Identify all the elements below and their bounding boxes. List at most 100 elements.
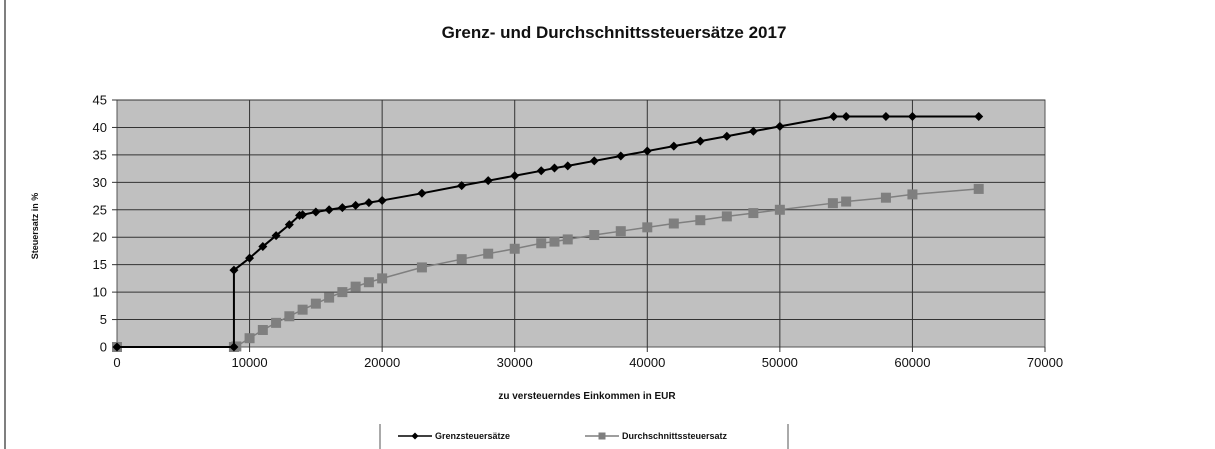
series-layer (112, 111, 984, 352)
data-point (510, 171, 520, 181)
data-point (549, 236, 560, 247)
data-point (483, 176, 493, 186)
data-point (244, 333, 255, 344)
data-point (457, 181, 467, 191)
data-point (351, 200, 361, 210)
data-point (363, 277, 374, 288)
y-tick-label: 15 (93, 257, 107, 272)
series-1 (112, 183, 984, 352)
data-point (642, 222, 653, 233)
data-point (907, 189, 918, 200)
data-point (642, 146, 652, 156)
chart-title: Grenz- und Durchschnittssteuersätze 2017 (442, 23, 787, 42)
x-axis-title: zu versteuerndes Einkommen in EUR (498, 391, 676, 402)
data-point (229, 265, 239, 275)
data-point (337, 287, 348, 298)
data-point (350, 281, 361, 292)
y-tick-label: 0 (100, 340, 107, 355)
x-tick-label: 70000 (1027, 355, 1063, 370)
y-axis-title: Steuersatz in % (30, 193, 40, 260)
y-tick-label: 35 (93, 147, 107, 162)
x-tick-label: 0 (113, 355, 120, 370)
x-tick-label: 40000 (629, 355, 665, 370)
data-point (324, 292, 335, 303)
data-point (417, 188, 427, 198)
data-point (536, 166, 546, 176)
data-point (271, 317, 282, 328)
y-axis-ticks: 0 5 10 15 20 25 30 35 40 45 (93, 93, 117, 355)
data-point (297, 304, 308, 315)
data-point (245, 253, 255, 263)
data-point (827, 198, 838, 209)
legend-item-1: Durchschnittssteuersatz (585, 431, 728, 441)
y-tick-label: 25 (93, 202, 107, 217)
legend-item-0: Grenzsteuersätze (398, 431, 510, 441)
legend-label: Grenzsteuersätze (435, 431, 510, 441)
data-point (589, 230, 600, 241)
data-point (284, 311, 295, 322)
data-point (973, 183, 984, 194)
y-tick-label: 20 (93, 230, 107, 245)
data-point (562, 234, 573, 245)
x-tick-label: 10000 (231, 355, 267, 370)
data-point (841, 196, 852, 207)
data-point (748, 126, 758, 136)
data-point (483, 248, 494, 259)
data-point (721, 211, 732, 222)
legend-swatch-marker (411, 432, 419, 440)
data-point (536, 238, 547, 249)
data-point (669, 141, 679, 151)
y-tick-label: 10 (93, 285, 107, 300)
data-point (416, 262, 427, 273)
y-tick-label: 45 (93, 93, 107, 108)
data-point (563, 161, 573, 171)
data-point (907, 111, 917, 121)
data-point (880, 192, 891, 203)
series-line (117, 188, 979, 348)
series-0 (112, 111, 984, 352)
data-point (615, 226, 626, 237)
data-point (271, 231, 281, 241)
data-point (311, 207, 321, 217)
data-point (509, 243, 520, 254)
legend-swatch-marker (598, 432, 606, 440)
data-point (695, 136, 705, 146)
data-point (775, 121, 785, 131)
data-point (668, 218, 679, 229)
data-point (774, 204, 785, 215)
data-point (377, 273, 388, 284)
y-tick-label: 40 (93, 120, 107, 135)
x-tick-label: 60000 (894, 355, 930, 370)
data-point (829, 111, 839, 121)
y-tick-label: 30 (93, 175, 107, 190)
x-tick-label: 50000 (762, 355, 798, 370)
data-point (695, 215, 706, 226)
data-point (549, 163, 559, 173)
data-point (229, 342, 239, 352)
data-point (722, 131, 732, 141)
data-point (456, 254, 467, 265)
data-point (377, 195, 387, 205)
x-axis-ticks: 0 10000 20000 30000 40000 50000 60000 70000 (113, 347, 1063, 370)
legend-label: Durchschnittssteuersatz (622, 431, 728, 441)
x-tick-label: 30000 (497, 355, 533, 370)
data-point (112, 342, 122, 352)
data-point (258, 242, 268, 252)
data-point (364, 198, 374, 208)
data-point (324, 205, 334, 215)
x-tick-label: 20000 (364, 355, 400, 370)
data-point (298, 210, 308, 220)
data-point (589, 156, 599, 166)
data-point (841, 111, 851, 121)
data-point (257, 324, 268, 335)
y-tick-label: 5 (100, 312, 107, 327)
data-point (284, 220, 294, 230)
data-point (616, 151, 626, 161)
data-point (881, 111, 891, 121)
data-point (748, 208, 759, 219)
data-point (310, 298, 321, 309)
data-point (974, 111, 984, 121)
plot-area (116, 99, 1046, 348)
legend: Grenzsteuersätze Durchschnittssteuersatz (379, 424, 789, 449)
